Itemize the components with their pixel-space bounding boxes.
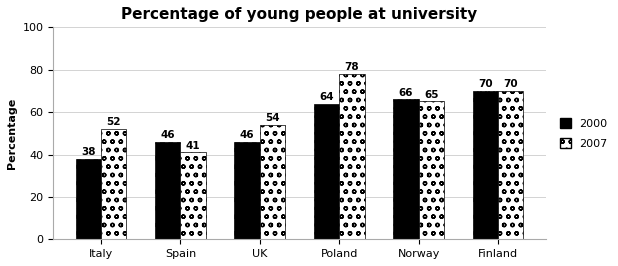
Bar: [498, 91, 523, 239]
Text: 70: 70: [478, 79, 493, 89]
Text: 54: 54: [265, 113, 280, 123]
Text: 52: 52: [106, 117, 121, 127]
Text: 65: 65: [424, 90, 439, 100]
Bar: [75, 159, 101, 239]
Legend: 2000, 2007: 2000, 2007: [556, 115, 611, 152]
Text: 70: 70: [504, 79, 518, 89]
Bar: [393, 99, 418, 239]
Title: Percentage of young people at university: Percentage of young people at university: [121, 7, 478, 22]
Text: 78: 78: [345, 62, 359, 72]
Bar: [101, 129, 127, 239]
Bar: [473, 91, 498, 239]
Bar: [339, 74, 365, 239]
Bar: [180, 152, 206, 239]
Text: 41: 41: [186, 141, 200, 151]
Y-axis label: Percentage: Percentage: [7, 98, 17, 169]
Bar: [234, 142, 260, 239]
Text: 46: 46: [240, 130, 255, 140]
Bar: [418, 102, 444, 239]
Text: 38: 38: [81, 147, 96, 157]
Text: 66: 66: [399, 88, 413, 98]
Text: 64: 64: [319, 92, 334, 102]
Bar: [260, 125, 286, 239]
Text: 46: 46: [161, 130, 175, 140]
Bar: [314, 104, 339, 239]
Bar: [155, 142, 180, 239]
